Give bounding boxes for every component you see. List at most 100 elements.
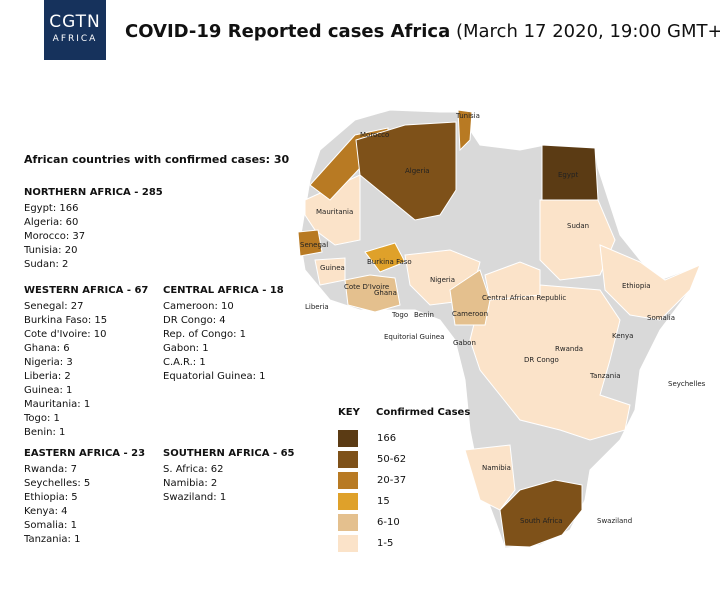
light-countries	[469, 284, 631, 441]
map-label: Kenya	[612, 332, 633, 340]
region-item: Algeria: 60	[24, 217, 79, 228]
light-countries	[539, 199, 616, 281]
region-item: Togo: 1	[24, 413, 60, 424]
light-countries	[464, 444, 516, 511]
map-label: Rwanda	[555, 345, 583, 353]
key-title: KEY	[338, 407, 360, 418]
region-item: Cameroon: 10	[163, 301, 234, 312]
region-item: Rwanda: 7	[24, 464, 77, 475]
algeria	[355, 121, 457, 221]
light-countries	[304, 174, 361, 246]
title: COVID-19 Reported cases Africa	[125, 21, 451, 42]
map-label: Burkina Faso	[367, 258, 412, 266]
key-label: 50-62	[377, 454, 407, 465]
key-label: 1-5	[377, 538, 394, 549]
key-swatch	[338, 514, 358, 531]
morocco	[309, 127, 389, 201]
egypt	[541, 144, 599, 201]
region-item: Egypt: 166	[24, 203, 79, 214]
key-swatch	[338, 493, 358, 510]
region-title: CENTRAL AFRICA - 18	[163, 285, 284, 296]
south-africa	[499, 479, 583, 548]
countries	[297, 109, 701, 548]
region-title: NORTHERN AFRICA - 285	[24, 187, 163, 198]
region-title: WESTERN AFRICA - 67	[24, 285, 149, 296]
map-label: Cameroon	[452, 310, 488, 318]
continent	[299, 109, 701, 549]
subtitle: (March 17 2020, 19:00 GMT+3)	[455, 21, 720, 42]
key-heading: Confirmed Cases	[376, 407, 471, 418]
title-row: COVID-19 Reported cases Africa (March 17…	[125, 20, 720, 44]
map-label: DR Congo	[524, 356, 559, 364]
region-item: Seychelles: 5	[24, 478, 91, 489]
key-swatch	[338, 451, 358, 468]
map-label: Equitorial Guinea	[384, 333, 444, 341]
map-label: Guinea	[320, 264, 345, 272]
light-countries	[599, 244, 701, 321]
logo-top: CGTN	[49, 12, 101, 32]
region-item: Cote d'Ivoire: 10	[24, 329, 107, 340]
region-item: Guinea: 1	[24, 385, 73, 396]
light-countries	[449, 269, 491, 326]
region-item: Mauritania: 1	[24, 399, 91, 410]
region-item: Gabon: 1	[163, 343, 209, 354]
key-label: 15	[377, 496, 390, 507]
map-label: Egypt	[558, 171, 578, 179]
region-item: Nigeria: 3	[24, 357, 73, 368]
map-label: Swaziland	[597, 517, 632, 525]
region-item: S. Africa: 62	[163, 464, 224, 475]
map-label: Tunisia	[455, 112, 480, 120]
region-item: Burkina Faso: 15	[24, 315, 108, 326]
region-item: DR Congo: 4	[163, 315, 226, 326]
light-countries	[484, 261, 541, 301]
map-labels: Tunisia Morocco Algeria Egypt Mauritania Sene…	[300, 112, 706, 525]
region-item: Swaziland: 1	[163, 492, 227, 503]
map-label: Cote D'Ivoire	[344, 283, 389, 291]
summary: African countries with confirmed cases: …	[24, 153, 290, 166]
map-label: Algeria	[405, 167, 430, 175]
region-item: Kenya: 4	[24, 506, 68, 517]
map-label: Tanzania	[589, 372, 620, 380]
map-label: Central African Republic	[482, 294, 566, 302]
key-label: 166	[377, 433, 397, 444]
region-item: Rep. of Congo: 1	[163, 329, 246, 340]
light-countries	[404, 249, 481, 306]
map-label: South Africa	[520, 517, 563, 525]
logo-bottom: AFRICA	[52, 34, 98, 44]
key-swatch	[338, 472, 358, 489]
map-label: Nigeria	[430, 276, 455, 284]
map-label: Liberia	[305, 303, 329, 311]
map-label: Togo	[391, 311, 408, 319]
region-item: Ethiopia: 5	[24, 492, 78, 503]
region-item: Namibia: 2	[163, 478, 218, 489]
key-swatch	[338, 535, 358, 552]
region-item: Tunisia: 20	[24, 245, 78, 256]
key-label: 6-10	[377, 517, 400, 528]
region-item: Somalia: 1	[24, 520, 77, 531]
map-label: Somalia	[647, 314, 675, 322]
map-label: Mauritania	[316, 208, 353, 216]
region-item: Equatorial Guinea: 1	[163, 371, 266, 382]
map-label: Senegal	[300, 241, 328, 249]
region-item: Benin: 1	[24, 427, 66, 438]
region-title: EASTERN AFRICA - 23	[24, 448, 146, 459]
region-title: SOUTHERN AFRICA - 65	[163, 448, 295, 459]
map-label: Seychelles	[668, 380, 706, 388]
key-label: 20-37	[377, 475, 407, 486]
light-countries	[344, 274, 401, 313]
map-label: Namibia	[482, 464, 511, 472]
tunisia	[457, 109, 473, 152]
region-item: Tanzania: 1	[24, 534, 81, 545]
region-item: Liberia: 2	[24, 371, 71, 382]
region-item: Sudan: 2	[24, 259, 69, 270]
map-label: Morocco	[360, 131, 389, 139]
region-item: Morocco: 37	[24, 231, 86, 242]
key-swatch	[338, 430, 358, 447]
senegal	[297, 229, 323, 257]
region-item: C.A.R.: 1	[163, 357, 206, 368]
burkina	[364, 242, 406, 273]
map-label: Ghana	[374, 289, 397, 297]
map-label: Gabon	[453, 339, 476, 347]
